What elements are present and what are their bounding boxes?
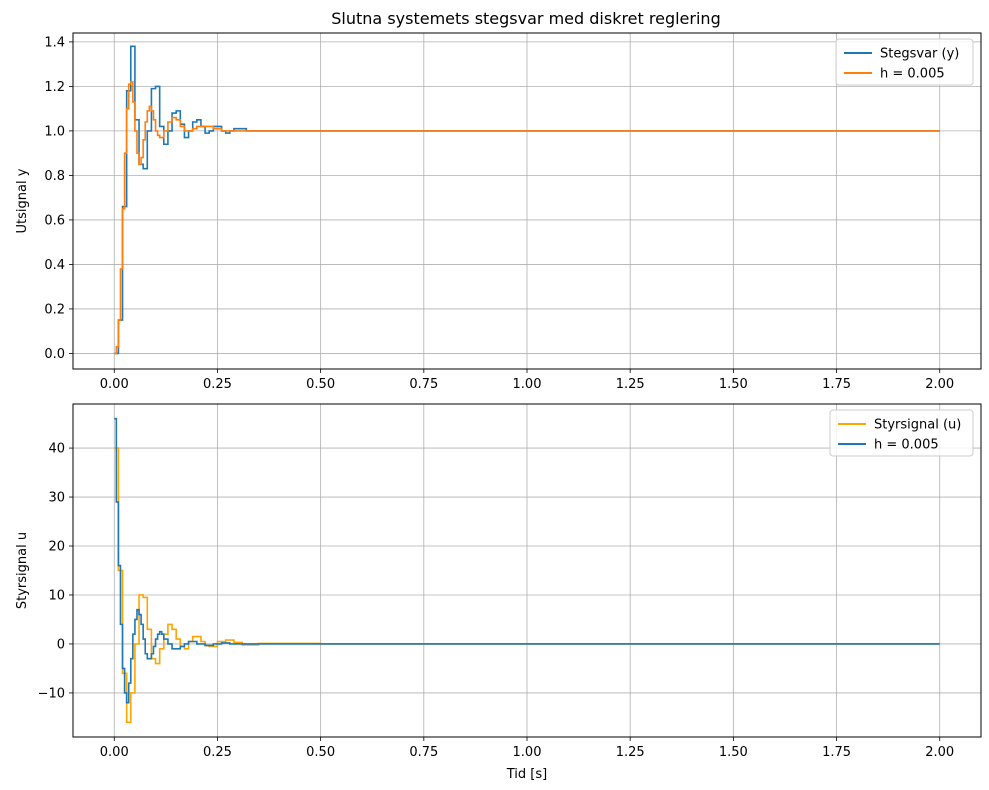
- x-tick-label: 1.75: [822, 377, 851, 392]
- bottom-axes: 0.00 0.25 0.50 0.75 1.00 1.25 1.50 1.75 2.00 −10 0…: [15, 403, 982, 782]
- x-tick-label: 1.00: [513, 745, 542, 760]
- series-line-1: [114, 447, 940, 724]
- x-tick-label: 1.50: [719, 745, 748, 760]
- y-tick-label: 0.2: [44, 302, 65, 317]
- x-tick-label: 0.25: [203, 377, 232, 392]
- y-tick-label: 1.4: [44, 35, 65, 50]
- legend: Styrsignal (u) h = 0.005: [829, 409, 974, 457]
- axes-frame: [72, 403, 982, 738]
- y-tick-label: 1.2: [44, 80, 65, 95]
- x-tick-label: 1.25: [616, 377, 645, 392]
- x-tick-label: 2.00: [925, 745, 954, 760]
- x-tick-label: 1.75: [822, 745, 851, 760]
- x-tick-label: 0.00: [100, 745, 129, 760]
- chart-title: Slutna systemets stegsvar med diskret re…: [331, 9, 720, 28]
- top-axes: 0.00 0.25 0.50 0.75 1.00 1.25 1.50 1.75 2.00 0.0 0…: [15, 32, 982, 392]
- y-tick-label: 0.6: [44, 213, 65, 228]
- legend-label: Styrsignal (u): [874, 418, 961, 433]
- legend-label: h = 0.005: [874, 438, 939, 453]
- y-tick-label: 0.0: [44, 347, 65, 362]
- y-tick-label: −10: [38, 686, 65, 701]
- y-tick-label: 0.4: [44, 258, 65, 273]
- y-tick-label: 20: [48, 540, 65, 555]
- x-tick-label: 1.50: [719, 377, 748, 392]
- x-tick-label: 2.00: [925, 377, 954, 392]
- x-tick-label: 0.50: [306, 745, 335, 760]
- y-axis-label: Utsignal y: [15, 168, 30, 233]
- y-tick-label: 0.8: [44, 169, 65, 184]
- y-tick-label: 1.0: [44, 124, 65, 139]
- legend-label: Stegsvar (y): [880, 47, 959, 62]
- x-tick-label: 0.75: [409, 377, 438, 392]
- series-line-2: [114, 81, 940, 355]
- x-tick-label: 0.75: [409, 745, 438, 760]
- y-tick-label: 10: [48, 588, 65, 603]
- x-tick-label: 1.25: [616, 745, 645, 760]
- x-tick-label: 0.25: [203, 745, 232, 760]
- x-axis-label: Tid [s]: [506, 767, 547, 782]
- y-tick-label: 0: [57, 637, 65, 652]
- legend-label: h = 0.005: [880, 67, 945, 82]
- series-line-2: [114, 417, 940, 704]
- legend: Stegsvar (y) h = 0.005: [835, 38, 974, 86]
- y-tick-label: 40: [48, 442, 65, 457]
- y-tick-label: 30: [48, 491, 65, 506]
- x-tick-label: 0.50: [306, 377, 335, 392]
- y-axis-label: Styrsignal u: [15, 532, 30, 609]
- x-tick-label: 1.00: [513, 377, 542, 392]
- x-tick-label: 0.00: [100, 377, 129, 392]
- axes-frame: [72, 32, 982, 370]
